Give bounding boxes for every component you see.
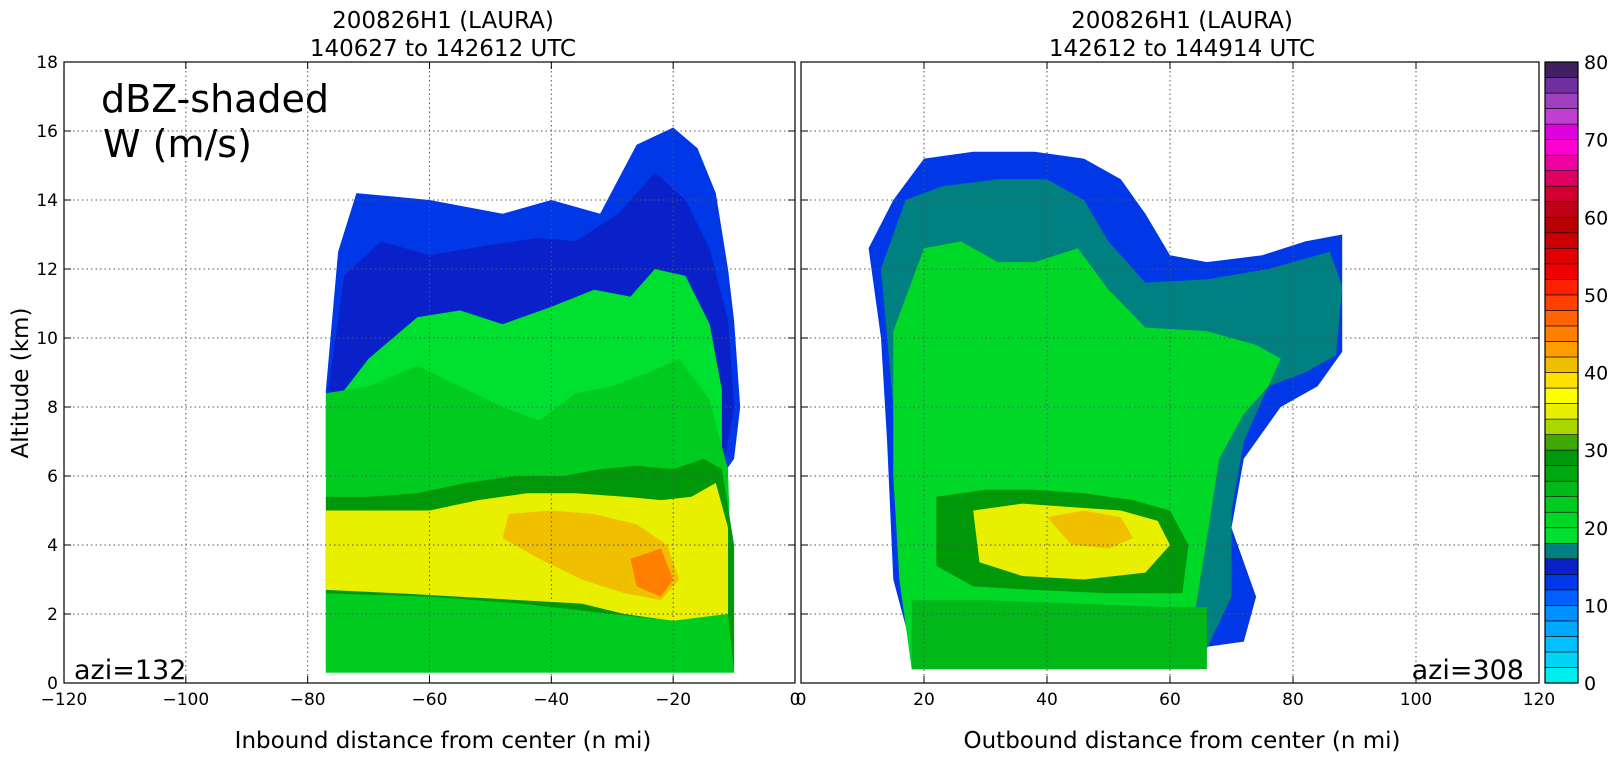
colorbar-swatch (1544, 605, 1579, 622)
colorbar-swatch (1544, 279, 1579, 296)
colorbar-tick-label: 50 (1584, 285, 1608, 307)
colorbar-swatch (1544, 294, 1579, 311)
colorbar-swatch (1544, 480, 1579, 497)
left-x-tick-label: −80 (290, 690, 326, 710)
colorbar-swatch (1544, 387, 1579, 404)
colorbar: 0 10 20 30 40 50 60 70 80 (1544, 52, 1608, 695)
colorbar-swatch (1544, 403, 1579, 420)
colorbar-swatch (1544, 232, 1579, 249)
colorbar-swatch (1544, 372, 1579, 389)
colorbar-swatch (1544, 418, 1579, 435)
left-panel-subtitle: 140627 to 142612 UTC (310, 36, 576, 62)
colorbar-swatch (1544, 185, 1579, 203)
colorbar-swatch (1544, 589, 1579, 606)
y-tick-label: 0 (47, 674, 58, 694)
right-reflectivity-region-6 (911, 600, 1207, 670)
right-x-tick-label: 60 (1159, 690, 1181, 710)
annotation-dbz-shaded: dBZ-shaded (101, 77, 329, 121)
colorbar-swatch (1544, 651, 1579, 668)
y-axis-label: Altitude (km) (8, 308, 34, 459)
y-tick-label: 4 (47, 536, 58, 556)
colorbar-swatch (1544, 154, 1579, 171)
colorbar-tick-label: 40 (1584, 363, 1608, 385)
y-tick-label: 14 (36, 191, 58, 211)
right-x-tick-label: 40 (1036, 690, 1058, 710)
right-axes: 0 20 40 60 80 100 120 (796, 61, 1555, 710)
colorbar-swatch (1544, 449, 1579, 466)
annotation-azimuth-left: azi=132 (74, 655, 186, 686)
colorbar-swatch (1544, 496, 1579, 513)
left-x-tick-label: −100 (162, 690, 209, 710)
colorbar-swatch (1544, 574, 1579, 591)
colorbar-swatch (1544, 123, 1579, 140)
colorbar-tick-label: 0 (1584, 673, 1596, 695)
y-tick-label: 16 (36, 122, 58, 142)
left-axes: −120 −100 −80 −60 −40 −20 0 0 2 4 6 8 10 12 14 16 18 (36, 53, 800, 710)
left-x-axis-label: Inbound distance from center (n mi) (235, 728, 652, 754)
colorbar-swatch (1544, 542, 1579, 560)
colorbar-swatch (1544, 325, 1579, 342)
annotation-azimuth-right: azi=308 (1412, 655, 1524, 686)
colorbar-swatch (1544, 263, 1579, 280)
right-plot-area (868, 151, 1343, 670)
right-panel-title: 200826H1 (LAURA) (1071, 8, 1293, 34)
left-x-tick-label: 0 (790, 690, 801, 710)
colorbar-swatch (1544, 108, 1579, 125)
colorbar-swatch (1544, 61, 1579, 78)
colorbar-tick-label: 80 (1584, 52, 1608, 74)
left-reflectivity-region-8 (325, 593, 735, 673)
left-x-tick-label: −120 (41, 690, 88, 710)
colorbar-swatch (1544, 356, 1579, 373)
right-x-axis-label: Outbound distance from center (n mi) (964, 728, 1401, 754)
colorbar-swatch (1544, 341, 1579, 358)
colorbar-swatch (1544, 465, 1579, 482)
y-tick-label: 6 (47, 467, 58, 487)
left-x-tick-label: −40 (533, 690, 569, 710)
y-tick-label: 18 (36, 53, 58, 73)
right-reflectivity-region-5 (1047, 510, 1134, 549)
colorbar-swatch (1544, 170, 1579, 187)
annotation-w-units: W (m/s) (103, 122, 252, 166)
colorbar-swatch (1544, 216, 1579, 234)
right-x-tick-label: 20 (913, 690, 935, 710)
colorbar-swatch (1544, 636, 1579, 653)
colorbar-swatch (1544, 139, 1579, 156)
y-tick-label: 8 (47, 398, 58, 418)
colorbar-swatch (1544, 511, 1579, 529)
colorbar-swatch (1544, 92, 1579, 109)
colorbar-tick-label: 70 (1584, 130, 1608, 152)
left-plot-area (325, 127, 741, 673)
right-x-tick-label: 80 (1282, 690, 1304, 710)
colorbar-frame (1544, 61, 1579, 684)
left-reflectivity-region-7 (630, 548, 674, 597)
colorbar-swatch (1544, 667, 1579, 684)
colorbar-tick-label: 20 (1584, 518, 1608, 540)
colorbar-tick-label: 10 (1584, 595, 1608, 617)
left-x-tick-label: −60 (412, 690, 448, 710)
colorbar-swatch (1544, 434, 1579, 451)
colorbar-swatch (1544, 77, 1579, 94)
right-panel-subtitle: 142612 to 144914 UTC (1049, 36, 1315, 62)
y-tick-label: 10 (36, 329, 58, 349)
colorbar-swatch (1544, 558, 1579, 575)
right-x-tick-label: 0 (796, 690, 807, 710)
colorbar-tick-label: 30 (1584, 440, 1608, 462)
colorbar-swatch (1544, 310, 1579, 327)
colorbar-swatch (1544, 527, 1579, 544)
right-x-tick-label: 120 (1523, 690, 1555, 710)
right-x-tick-label: 100 (1400, 690, 1432, 710)
left-x-tick-label: −20 (655, 690, 691, 710)
y-tick-label: 2 (47, 605, 58, 625)
colorbar-tick-label: 60 (1584, 207, 1608, 229)
colorbar-swatch (1544, 201, 1579, 218)
left-panel-title: 200826H1 (LAURA) (332, 8, 554, 34)
colorbar-swatch (1544, 248, 1579, 265)
colorbar-swatch (1544, 620, 1579, 637)
y-tick-label: 12 (36, 260, 58, 280)
